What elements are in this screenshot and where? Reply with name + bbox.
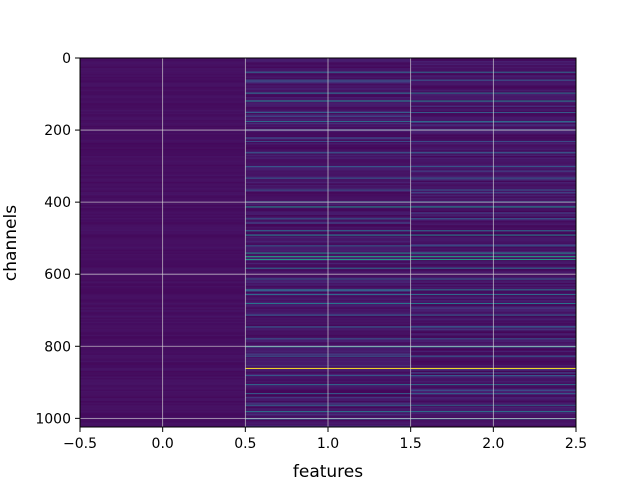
x-tick-label: 2.0 [482,436,504,452]
x-tick-label: 0.0 [152,436,174,452]
y-tick-label: 1000 [35,411,71,427]
x-axis-label: features [293,462,363,480]
y-tick-label: 400 [44,195,71,211]
y-axis-label: channels [1,205,21,281]
grid-lines [79,57,577,427]
x-tick-label: −0.5 [63,436,97,452]
x-tick-label: 1.5 [400,436,422,452]
x-tick-label: 1.0 [317,436,339,452]
y-tick-label: 200 [44,123,71,139]
x-tick-label: 2.5 [565,436,587,452]
y-tick-label: 800 [44,339,71,355]
axis-ticks: −0.5 0.0 0.5 1.0 1.5 2.0 2.5 0 200 400 600 800 1000 [35,51,587,452]
y-tick-label: 600 [44,267,71,283]
x-tick-label: 0.5 [234,436,256,452]
y-tick-label: 0 [62,51,71,67]
